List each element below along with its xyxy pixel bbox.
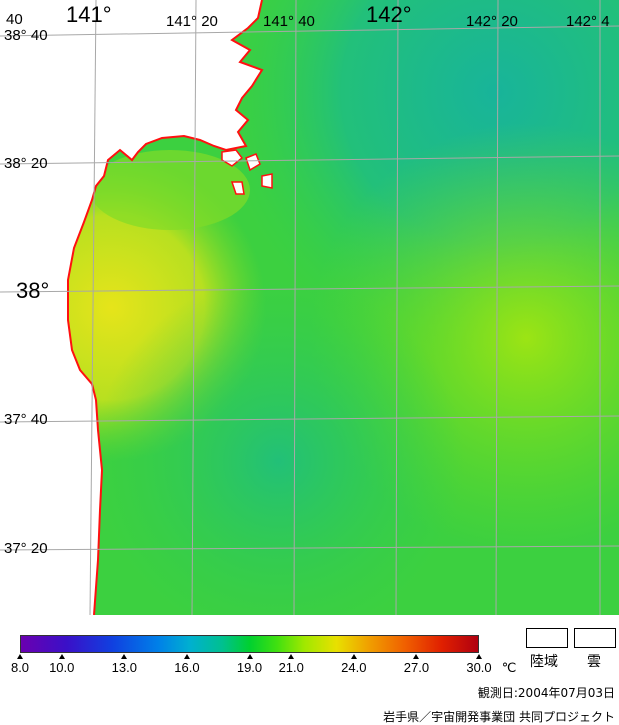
color-scale-tick — [288, 654, 295, 659]
color-scale-tick-label: 16.0 — [174, 660, 200, 675]
color-scale-tick — [121, 654, 128, 659]
land-legend-label: 陸域 — [530, 654, 558, 670]
color-scale-tick-label: 30.0 — [466, 660, 492, 675]
color-scale-tick-label: 8.0 — [10, 660, 30, 675]
color-scale-tick — [246, 654, 253, 659]
color-scale-tick — [413, 654, 420, 659]
lon-label-141: 141° — [66, 2, 112, 27]
color-scale-tick-label: 13.0 — [111, 660, 137, 675]
color-scale-tick-label: 10.0 — [49, 660, 75, 675]
lon-label-142-40: 142° 4 — [566, 13, 610, 30]
lat-label-37-40: 37° 40 — [4, 411, 48, 428]
bay-warm-water — [90, 150, 250, 230]
color-scale-tick-label: 21.0 — [278, 660, 304, 675]
color-scale-tick — [350, 654, 357, 659]
corner-label: 40 — [6, 11, 23, 28]
color-scale-tick-label: 19.0 — [236, 660, 263, 675]
lon-label-141-20: 141° 20 — [166, 13, 218, 30]
lon-label-141-40: 141° 40 — [263, 13, 315, 30]
sea-surface-temperature-map — [0, 0, 619, 615]
color-scale-tick — [58, 654, 65, 659]
temperature-unit: ℃ — [501, 660, 517, 675]
lon-label-142-20: 142° 20 — [466, 13, 518, 30]
color-scale-tick-label: 27.0 — [403, 660, 430, 675]
land-area — [0, 0, 262, 615]
color-scale-tick — [183, 654, 190, 659]
graticule — [0, 0, 619, 615]
credit-text: 岩手県／宇宙開発事業団 共同プロジェクト — [383, 710, 615, 724]
lat-label-37-20: 37° 20 — [4, 540, 48, 557]
cloud-legend-label: 雲 — [587, 654, 601, 670]
lat-label-38-40: 38° 40 — [4, 27, 48, 44]
color-scale-tick — [476, 654, 482, 659]
lat-label-38: 38° — [16, 278, 50, 303]
color-scale-tick — [17, 654, 23, 659]
coastline — [67, 0, 264, 615]
lon-label-142: 142° — [366, 2, 412, 27]
observation-date: 観測日:2004年07月03日 — [477, 686, 615, 700]
temperature-color-scale — [20, 635, 479, 653]
lat-label-38-20: 38° 20 — [4, 155, 48, 172]
land-legend-swatch — [526, 628, 568, 648]
cloud-legend-swatch — [574, 628, 616, 648]
color-scale-tick-label: 24.0 — [341, 660, 367, 675]
